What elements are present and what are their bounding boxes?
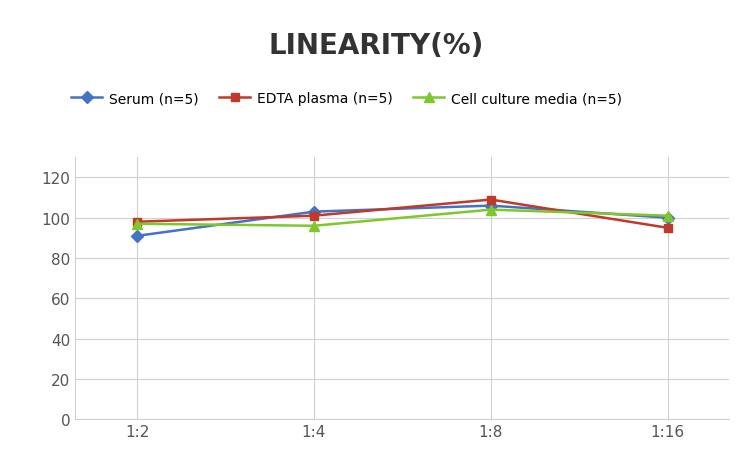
Serum (n=5) (132, 234, 141, 239)
Text: LINEARITY(%): LINEARITY(%) (268, 32, 484, 60)
EDTA plasma (n=5) (487, 198, 496, 203)
Cell culture media (n=5) (487, 207, 496, 213)
EDTA plasma (n=5) (663, 226, 672, 231)
EDTA plasma (n=5) (132, 220, 141, 225)
Cell culture media (n=5) (663, 213, 672, 219)
Serum (n=5) (487, 203, 496, 209)
Serum (n=5) (663, 216, 672, 221)
Cell culture media (n=5) (132, 221, 141, 227)
Line: EDTA plasma (n=5): EDTA plasma (n=5) (133, 196, 672, 232)
Cell culture media (n=5) (309, 224, 318, 229)
Line: Cell culture media (n=5): Cell culture media (n=5) (132, 205, 672, 231)
EDTA plasma (n=5) (309, 213, 318, 219)
Line: Serum (n=5): Serum (n=5) (133, 202, 672, 240)
Legend: Serum (n=5), EDTA plasma (n=5), Cell culture media (n=5): Serum (n=5), EDTA plasma (n=5), Cell cul… (67, 88, 626, 110)
Serum (n=5) (309, 209, 318, 215)
